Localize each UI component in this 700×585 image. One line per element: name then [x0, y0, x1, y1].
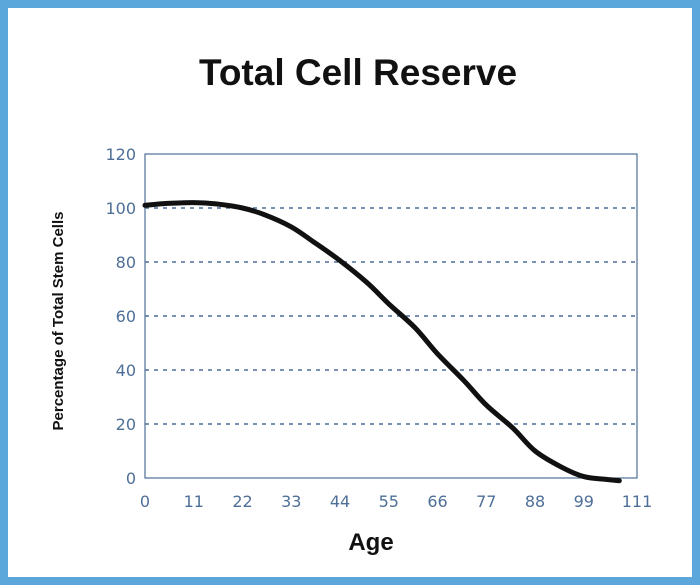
y-tick-label: 60	[116, 307, 136, 326]
y-tick-label: 120	[105, 145, 136, 164]
y-tick-label: 80	[116, 253, 136, 272]
y-tick-label: 100	[105, 199, 136, 218]
y-tick-labels: 0 20 40 60 80 100 120	[105, 145, 136, 488]
x-tick-label: 66	[427, 492, 447, 511]
x-tick-label: 44	[330, 492, 350, 511]
series-line	[142, 200, 622, 484]
y-tick-label: 40	[116, 361, 136, 380]
y-tick-label: 20	[116, 415, 136, 434]
x-tick-labels: 0 11 22 33 44 55 66 77 88 99 111	[140, 492, 652, 511]
x-tick-label: 55	[379, 492, 399, 511]
x-tick-label: 11	[184, 492, 204, 511]
x-tick-label: 111	[622, 492, 653, 511]
x-tick-label: 77	[476, 492, 496, 511]
plot-area	[144, 153, 638, 479]
grid-lines	[145, 207, 637, 425]
x-tick-label: 22	[232, 492, 252, 511]
y-tick-label: 0	[126, 469, 136, 488]
x-tick-label: 0	[140, 492, 150, 511]
y-axis-title: Percentage of Total Stem Cells	[50, 212, 67, 431]
x-tick-label: 88	[525, 492, 545, 511]
x-tick-label: 99	[574, 492, 594, 511]
chart-title: Total Cell Reserve	[198, 52, 518, 93]
x-axis-title: Age	[348, 529, 393, 556]
x-tick-label: 33	[281, 492, 301, 511]
